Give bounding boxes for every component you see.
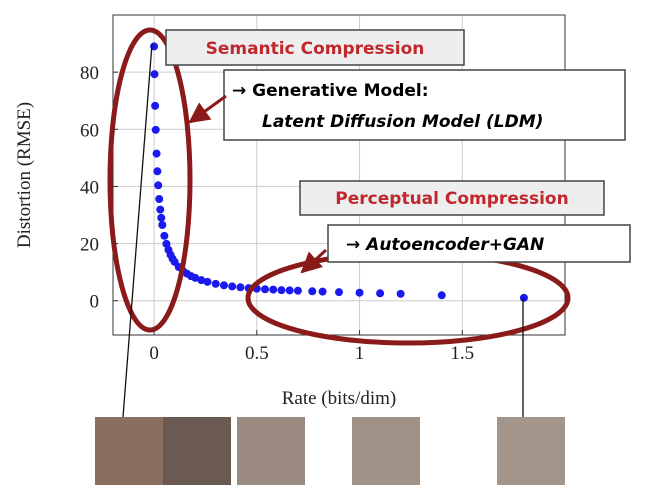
point — [157, 213, 166, 222]
y-tick-label: 60 — [80, 120, 99, 141]
annotation: Semantic Compression — [206, 39, 425, 59]
annotation-arrow — [300, 248, 328, 274]
y-tick-label: 20 — [80, 235, 99, 256]
point — [197, 276, 206, 285]
x-tick-label: 0 — [149, 343, 159, 364]
point — [261, 285, 270, 294]
points — [150, 42, 528, 302]
point — [219, 281, 228, 290]
point — [285, 286, 294, 295]
y-tick-label: 40 — [80, 177, 99, 198]
point — [152, 149, 161, 158]
annotation: → Autoencoder+GAN — [346, 235, 544, 255]
annotation: Latent Diffusion Model (LDM) — [262, 112, 543, 132]
plot-frame — [112, 14, 566, 336]
face-image — [163, 417, 231, 485]
point — [236, 283, 245, 292]
face-image — [352, 417, 420, 485]
y-axis-label: Distortion (RMSE) — [14, 102, 35, 248]
y-tick-label: 80 — [80, 63, 99, 84]
point — [156, 205, 165, 214]
semantic-ellipse — [107, 27, 193, 333]
point — [153, 167, 162, 176]
point — [335, 288, 343, 297]
annotation: Perceptual Compression — [335, 189, 568, 209]
point — [376, 289, 385, 298]
x-axis-label: Rate (bits/dim) — [282, 388, 397, 409]
annotation-box — [165, 29, 465, 66]
annotation: → Generative Model: — [232, 81, 429, 101]
point — [396, 289, 405, 298]
point — [160, 231, 169, 240]
annotation-box — [327, 224, 631, 263]
point — [228, 282, 237, 291]
point — [318, 287, 327, 296]
point — [151, 101, 160, 110]
face-image — [497, 417, 565, 485]
x-tick-label: 1.5 — [450, 343, 474, 364]
point — [519, 293, 528, 302]
connector — [121, 43, 153, 431]
annotation-arrow — [188, 94, 227, 124]
y-tick-label: 0 — [90, 292, 100, 313]
face-image — [237, 417, 305, 485]
point — [437, 291, 446, 300]
point — [308, 287, 317, 296]
x-tick-label: 1 — [355, 343, 365, 364]
point — [293, 286, 302, 295]
point — [162, 239, 171, 248]
point — [154, 181, 163, 190]
annotation-box — [299, 180, 605, 216]
face-thumbnails — [95, 417, 565, 485]
point — [211, 279, 220, 288]
point — [269, 285, 278, 294]
point — [151, 125, 160, 134]
x-tick-label: 0.5 — [245, 343, 269, 364]
point — [150, 70, 159, 79]
point — [158, 221, 167, 229]
point — [155, 195, 164, 203]
point — [355, 288, 364, 297]
face-image — [95, 417, 163, 485]
point — [277, 286, 286, 295]
point — [203, 277, 212, 286]
annotation-box — [223, 69, 626, 141]
point — [191, 273, 200, 282]
